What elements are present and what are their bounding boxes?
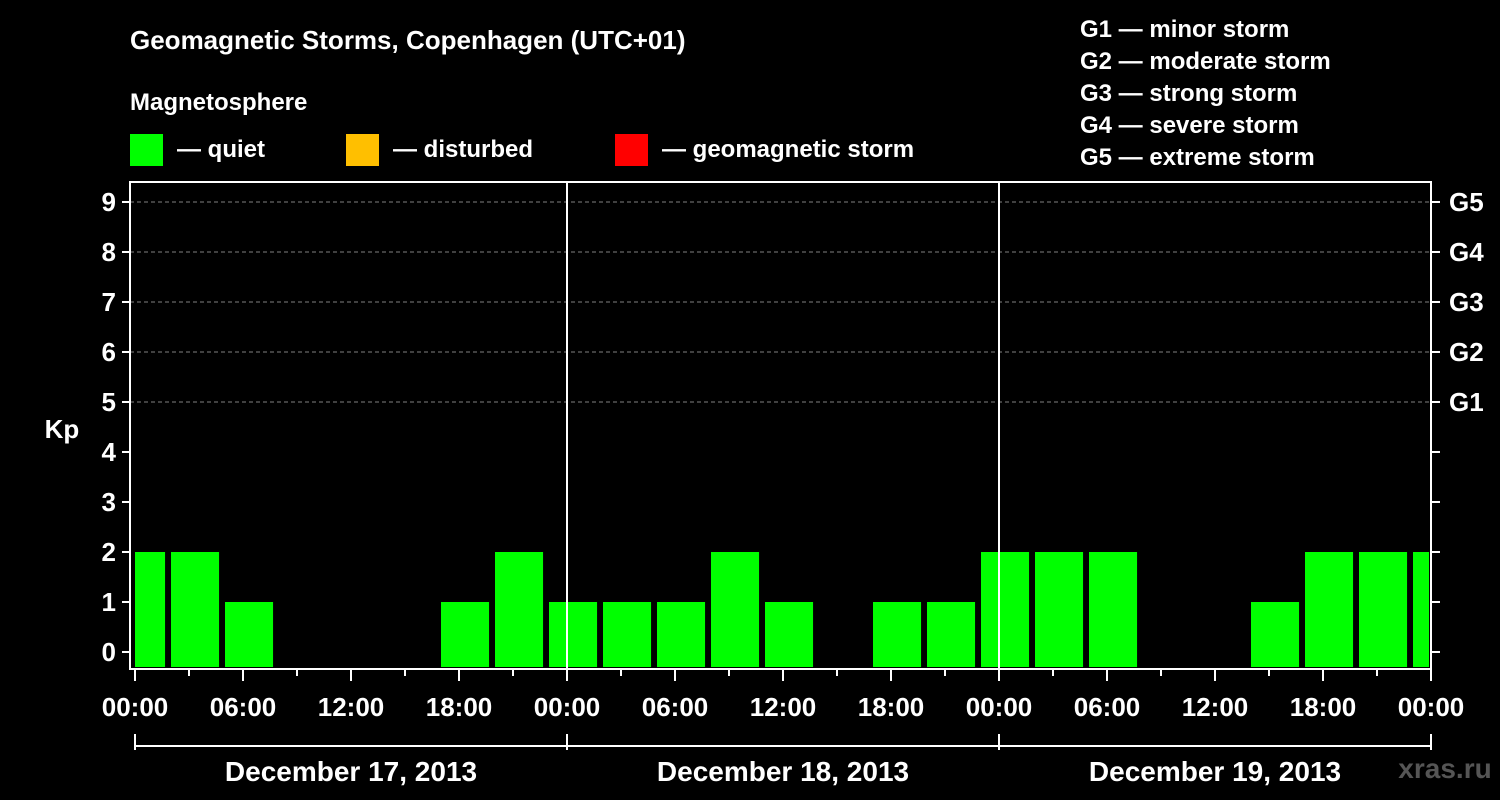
x-tick-label: 12:00 [318,692,385,722]
storm-scale-item: G2 — moderate storm [1080,48,1331,75]
kp-bar [927,602,976,667]
x-tick-label: 18:00 [1290,692,1357,722]
g-level-label: G2 [1449,337,1484,367]
y-tick-label: 1 [102,587,116,617]
x-tick-label: 12:00 [1182,692,1249,722]
kp-bars [135,552,1429,667]
g-level-label: G4 [1449,237,1484,267]
y-tick-label: 6 [102,337,116,367]
x-tick-label: 18:00 [426,692,493,722]
axes: 0 1 2 3 4 5 6 7 8 9 G1 G2 G3 G4 G5 00:00 06:00 12:00 18:00… [102,181,1484,787]
y-tick-label: 8 [102,237,116,267]
kp-bar [603,602,652,667]
kp-bar [1089,552,1138,667]
day-label: December 17, 2013 [225,756,477,787]
g-level-label: G1 [1449,387,1484,417]
x-tick-label: 18:00 [858,692,925,722]
y-tick-label: 3 [102,487,116,517]
y-tick-label: 0 [102,637,116,667]
kp-bar [549,602,598,667]
kp-bar [1035,552,1084,667]
legend-swatch [130,134,163,166]
watermark: xras.ru [1398,753,1491,784]
y-tick-label: 4 [102,437,117,467]
storm-scale-item: G5 — extreme storm [1080,144,1315,171]
x-tick-label: 00:00 [534,692,601,722]
kp-bar [765,602,814,667]
kp-bar [873,602,922,667]
magnetosphere-legend: — quiet — disturbed — geomagnetic storm [130,134,914,166]
legend-label: — geomagnetic storm [662,136,914,163]
y-tick-label: 7 [102,287,116,317]
day-label: December 19, 2013 [1089,756,1341,787]
grid-lines [130,201,1431,403]
legend-swatch [615,134,648,166]
x-tick-label: 06:00 [1074,692,1141,722]
g-level-label: G5 [1449,187,1484,217]
kp-bar [225,602,274,667]
kp-bar [981,552,1030,667]
x-tick-label: 06:00 [642,692,709,722]
legend-label: — quiet [177,136,265,163]
x-tick-label: 12:00 [750,692,817,722]
plot-frame [129,181,1432,670]
x-tick-label: 06:00 [210,692,277,722]
y-axis-label: Kp [45,414,80,444]
storm-scale-item: G1 — minor storm [1080,16,1289,43]
kp-bar [1359,552,1408,667]
x-tick-label: 00:00 [1398,692,1465,722]
kp-bar [1413,552,1429,667]
storm-scale-item: G3 — strong storm [1080,80,1297,107]
kp-bar [495,552,544,667]
kp-bar [1251,602,1300,667]
x-tick-label: 00:00 [102,692,169,722]
kp-bar [657,602,706,667]
y-tick-label: 2 [102,537,116,567]
magnetosphere-heading: Magnetosphere [130,89,307,116]
kp-bar [711,552,760,667]
g-level-label: G3 [1449,287,1484,317]
kp-bar [1305,552,1354,667]
kp-bar [441,602,490,667]
day-label: December 18, 2013 [657,756,909,787]
storm-scale-item: G4 — severe storm [1080,112,1299,139]
kp-bar [135,552,166,667]
y-tick-label: 9 [102,187,116,217]
legend-swatch [346,134,379,166]
x-tick-label: 00:00 [966,692,1033,722]
y-tick-label: 5 [102,387,116,417]
storm-scale-legend: G1 — minor storm G2 — moderate storm G3 — … [1080,16,1331,171]
kp-bar [171,552,220,667]
chart-title: Geomagnetic Storms, Copenhagen (UTC+01) [130,25,685,55]
legend-label: — disturbed [393,136,533,163]
